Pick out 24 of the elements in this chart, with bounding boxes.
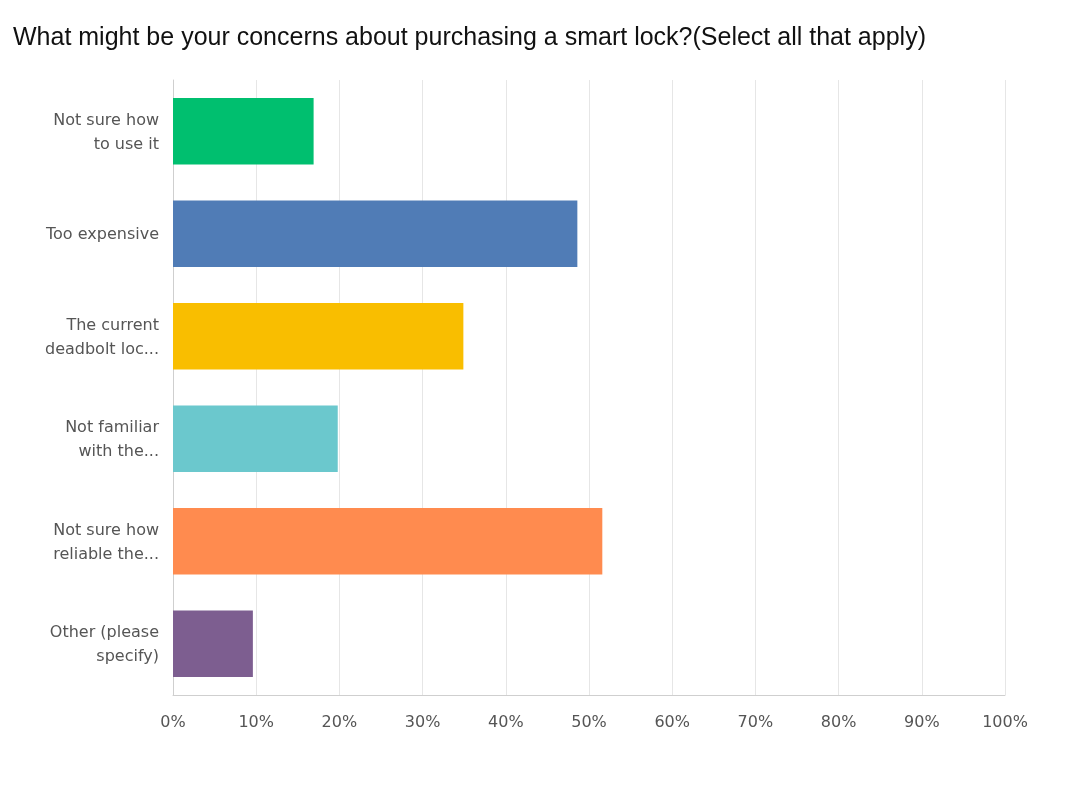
y-tick-label: Other (please specify) bbox=[49, 622, 159, 666]
bar bbox=[173, 200, 578, 268]
x-tick-label: 40% bbox=[488, 711, 524, 731]
bar bbox=[173, 302, 464, 370]
bar bbox=[173, 507, 603, 575]
x-tick-label: 70% bbox=[737, 711, 774, 731]
x-tick-label: 100% bbox=[982, 711, 1028, 731]
chart-title: What might be your concerns about purchasing a smart lock?(Select all that apply) bbox=[13, 21, 926, 50]
x-tick-label: 10% bbox=[238, 711, 274, 731]
y-tick-label: Not familiar with the... bbox=[65, 417, 160, 461]
bar bbox=[173, 610, 253, 678]
x-tick-label: 50% bbox=[571, 711, 607, 731]
x-tick-label: 0% bbox=[160, 711, 186, 731]
x-tick-label: 60% bbox=[654, 711, 690, 731]
x-tick-label: 80% bbox=[820, 711, 857, 731]
x-tick-label: 30% bbox=[404, 711, 441, 731]
y-tick-label: The current deadbolt loc... bbox=[45, 314, 159, 358]
y-tick-label: Not sure how reliable the... bbox=[53, 519, 159, 563]
x-tick-label: 20% bbox=[321, 711, 358, 731]
y-tick-label: Not sure how to use it bbox=[53, 109, 159, 153]
y-tick-label: Too expensive bbox=[45, 224, 159, 244]
bar bbox=[173, 405, 338, 473]
bar bbox=[173, 97, 314, 165]
x-tick-label: 90% bbox=[904, 711, 940, 731]
